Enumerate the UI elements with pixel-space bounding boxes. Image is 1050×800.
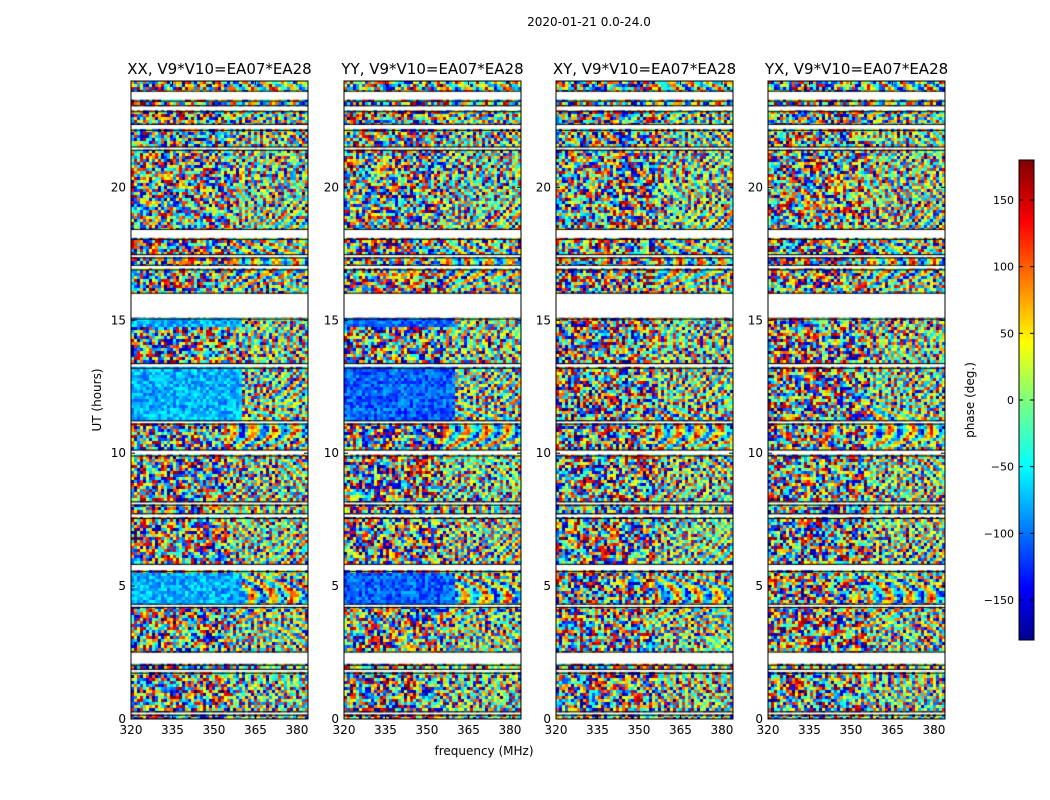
panel-xx: XX, V9*V10=EA07*EA28 320 335 350 365 380 0 5 10 1… (111, 60, 312, 737)
y-tick-label: 0 (755, 712, 763, 726)
x-tick-label: 350 (628, 723, 651, 737)
x-tick-label: 365 (881, 723, 904, 737)
colorbar-label: phase (deg.) (963, 362, 977, 438)
x-tick-label: 335 (161, 723, 184, 737)
panel-yx: YX, V9*V10=EA07*EA28 320 335 350 365 380 0 5 10 1… (748, 60, 948, 737)
x-tick-label: 335 (586, 723, 609, 737)
x-tick-label: 380 (285, 723, 308, 737)
colorbar-tick-label: −100 (984, 527, 1014, 540)
phase-heatmap (344, 81, 521, 719)
y-tick-label: 15 (111, 313, 126, 327)
colorbar-tick-label: 150 (993, 194, 1014, 207)
y-tick-label: 10 (324, 446, 339, 460)
y-tick-label: 0 (543, 712, 551, 726)
y-tick-label: 15 (748, 313, 763, 327)
x-tick-label: 320 (333, 723, 356, 737)
y-axis-label: UT (hours) (90, 368, 104, 431)
x-tick-label: 365 (457, 723, 480, 737)
panel-frame (130, 80, 309, 720)
x-tick-label: 320 (545, 723, 568, 737)
panel-title: YY, V9*V10=EA07*EA28 (340, 60, 523, 78)
y-tick-label: 15 (324, 313, 339, 327)
y-tick-label: 5 (543, 579, 551, 593)
panel-frame (555, 80, 734, 720)
x-tick-label: 365 (669, 723, 692, 737)
y-tick-label: 20 (748, 180, 763, 194)
panel-title: XY, V9*V10=EA07*EA28 (553, 60, 736, 78)
x-tick-label: 335 (374, 723, 397, 737)
x-tick-label: 365 (244, 723, 267, 737)
x-tick-label: 320 (120, 723, 143, 737)
panel-yy: YY, V9*V10=EA07*EA28 320 335 350 365 380 0 5 10 1… (324, 60, 524, 737)
y-tick-label: 20 (324, 180, 339, 194)
y-tick-label: 10 (536, 446, 551, 460)
y-tick-label: 20 (536, 180, 551, 194)
colorbar-tick-label: 100 (993, 261, 1014, 274)
figure-suptitle: 2020-01-21 0.0-24.0 (527, 15, 651, 29)
x-tick-label: 380 (710, 723, 733, 737)
y-tick-label: 10 (111, 446, 126, 460)
panel-frame (767, 80, 946, 720)
panel-xy: XY, V9*V10=EA07*EA28 320 335 350 365 380 0 5 10 1… (536, 60, 736, 737)
colorbar-tick-label: 50 (1000, 327, 1014, 340)
x-tick-label: 350 (203, 723, 226, 737)
panel-title: YX, V9*V10=EA07*EA28 (764, 60, 948, 78)
y-tick-label: 15 (536, 313, 551, 327)
colorbar-tick-label: −150 (984, 594, 1014, 607)
colorbar: 150 100 50 0 −50 −100 −150 phase (deg.) (963, 159, 1035, 641)
panel-frame (343, 80, 522, 720)
colorbar-tick-label: −50 (991, 461, 1014, 474)
phase-heatmap (556, 81, 733, 719)
phase-heatmap (768, 81, 945, 719)
x-tick-label: 380 (922, 723, 945, 737)
y-tick-label: 5 (755, 579, 763, 593)
panel-title: XX, V9*V10=EA07*EA28 (127, 60, 311, 78)
x-tick-label: 335 (798, 723, 821, 737)
colorbar-tick-label: 0 (1007, 394, 1014, 407)
x-tick-label: 320 (757, 723, 780, 737)
y-tick-label: 5 (118, 579, 126, 593)
y-tick-label: 0 (118, 712, 126, 726)
x-tick-label: 380 (498, 723, 521, 737)
x-tick-label: 350 (416, 723, 439, 737)
y-tick-label: 5 (331, 579, 339, 593)
x-axis-label: frequency (MHz) (434, 744, 533, 758)
y-tick-label: 0 (331, 712, 339, 726)
y-tick-label: 10 (748, 446, 763, 460)
y-tick-label: 20 (111, 180, 126, 194)
phase-heatmap (131, 81, 308, 719)
x-tick-label: 350 (840, 723, 863, 737)
